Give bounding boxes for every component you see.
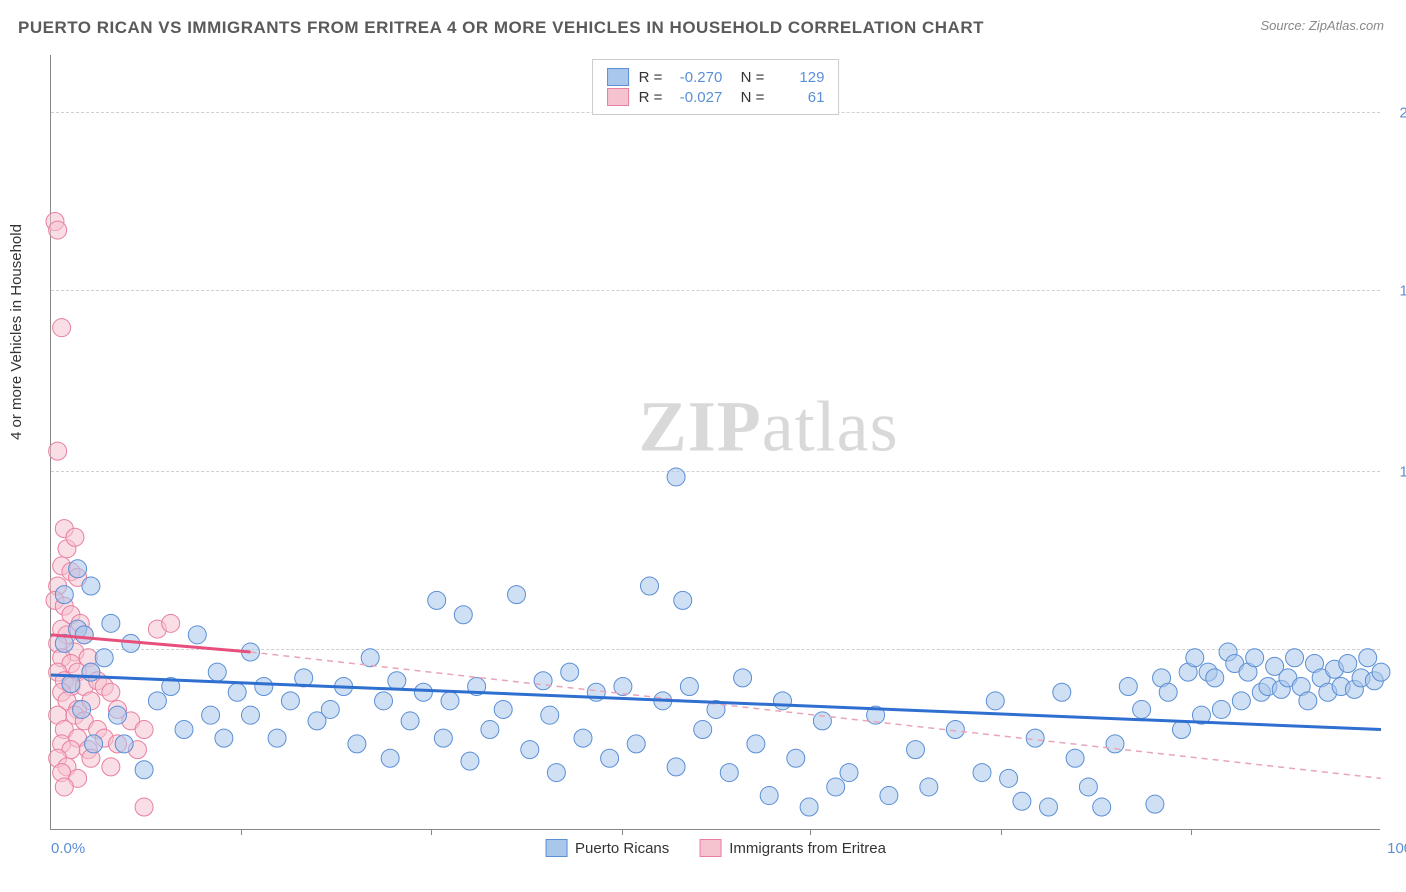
- swatch-series2: [607, 88, 629, 106]
- legend-swatch-series1: [545, 839, 567, 857]
- y-tick-label: 18.8%: [1399, 283, 1406, 300]
- legend-label-series2: Immigrants from Eritrea: [729, 840, 886, 857]
- y-tick-label: 12.5%: [1399, 464, 1406, 481]
- stats-row-series1: R =-0.270 N =129: [607, 68, 825, 86]
- correlation-stats-box: R =-0.270 N =129 R =-0.027 N =61: [592, 59, 840, 115]
- x-axis-end-label: 100.0%: [1387, 840, 1406, 857]
- source-attribution: Source: ZipAtlas.com: [1260, 18, 1384, 33]
- y-tick-label: 25.0%: [1399, 105, 1406, 122]
- legend-item-series1: Puerto Ricans: [545, 839, 669, 857]
- legend-label-series1: Puerto Ricans: [575, 840, 669, 857]
- legend-swatch-series2: [699, 839, 721, 857]
- bottom-legend: Puerto Ricans Immigrants from Eritrea: [545, 839, 886, 857]
- stats-row-series2: R =-0.027 N =61: [607, 88, 825, 106]
- swatch-series1: [607, 68, 629, 86]
- y-axis-label: 4 or more Vehicles in Household: [8, 224, 25, 440]
- legend-item-series2: Immigrants from Eritrea: [699, 839, 886, 857]
- scatter-svg: [51, 55, 1380, 829]
- chart-title: PUERTO RICAN VS IMMIGRANTS FROM ERITREA …: [18, 18, 984, 38]
- plot-area: ZIPatlas 6.3%12.5%18.8%25.0% R =-0.270 N…: [50, 55, 1380, 830]
- x-axis-start-label: 0.0%: [51, 840, 85, 857]
